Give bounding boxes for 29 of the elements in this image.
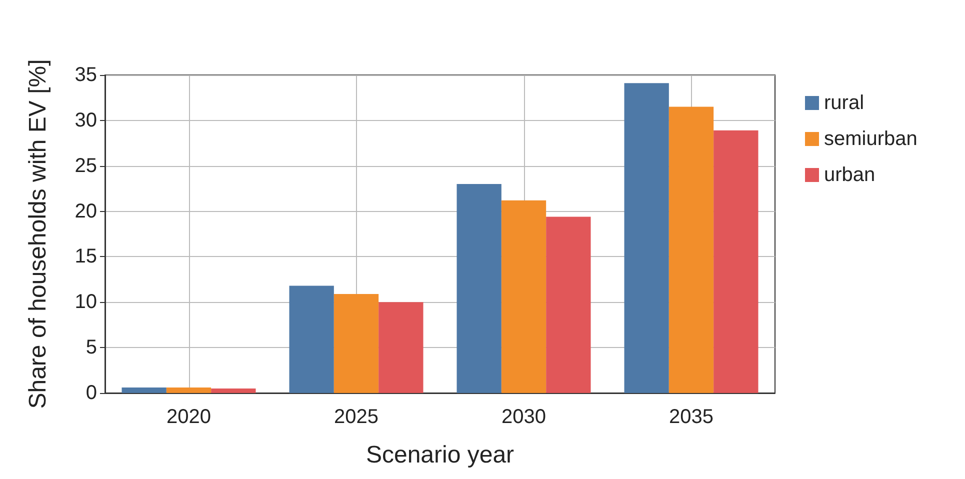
x-axis-title: Scenario year — [366, 442, 514, 468]
x-tick-label: 2035 — [669, 406, 714, 428]
y-tick-label: 10 — [74, 291, 97, 314]
bar — [668, 106, 714, 393]
y-tick-label: 25 — [74, 154, 97, 177]
y-tick-label: 30 — [74, 109, 97, 132]
x-tick-label: 2025 — [334, 406, 378, 428]
bar — [714, 130, 758, 393]
bar — [211, 388, 256, 393]
y-tick-label: 0 — [86, 382, 97, 404]
legend-label: urban — [824, 164, 876, 186]
y-tick-label: 20 — [74, 200, 97, 222]
bar — [624, 83, 669, 393]
bar — [456, 184, 502, 393]
bar — [166, 388, 212, 393]
legend-label: rural — [824, 92, 864, 114]
y-tick-label: 35 — [74, 64, 97, 86]
bar — [122, 388, 166, 393]
bar — [334, 294, 379, 393]
y-tick-label: 5 — [86, 336, 97, 359]
x-tick-label: 2020 — [166, 406, 211, 428]
bar — [501, 200, 546, 393]
bar — [289, 286, 334, 393]
bar — [546, 216, 591, 393]
x-tick-label: 2030 — [502, 406, 546, 428]
y-axis-title: Share of households with EV [%] — [24, 59, 52, 409]
y-tick-label: 15 — [74, 246, 97, 268]
legend-label: semiurban — [824, 128, 918, 150]
bar — [378, 302, 424, 393]
